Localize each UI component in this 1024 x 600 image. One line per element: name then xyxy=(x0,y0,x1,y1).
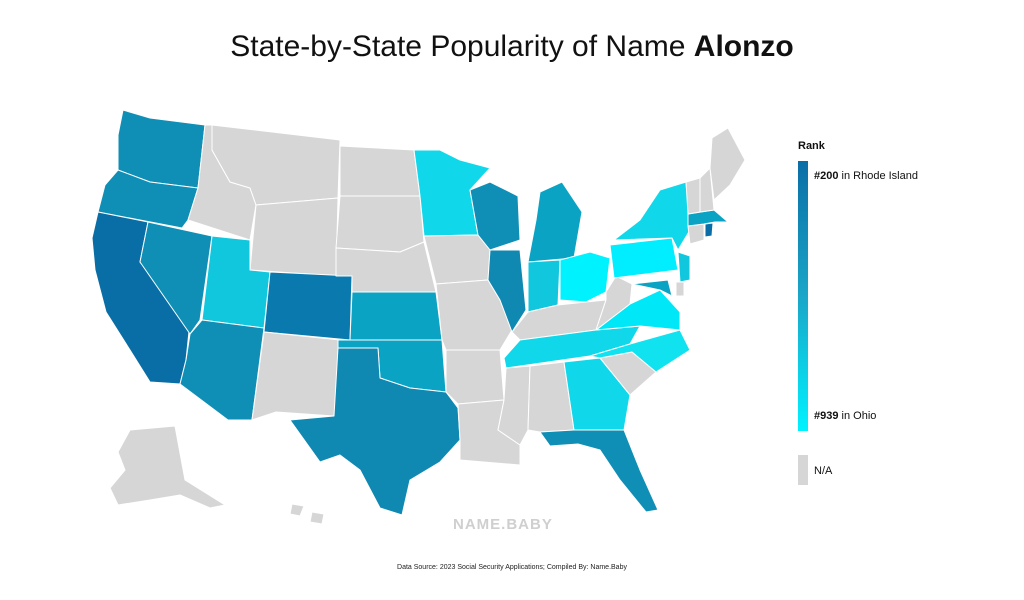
state-arkansas[interactable] xyxy=(445,349,505,405)
state-florida[interactable] xyxy=(539,429,659,513)
legend-title: Rank xyxy=(798,140,825,152)
state-colorado[interactable] xyxy=(263,271,353,341)
state-nevada[interactable] xyxy=(139,221,213,335)
legend-min-label: #939 in Ohio xyxy=(814,410,876,422)
state-oregon[interactable] xyxy=(97,169,199,229)
state-north-dakota[interactable] xyxy=(339,145,421,197)
state-north-carolina[interactable] xyxy=(589,329,691,373)
state-new-jersey[interactable] xyxy=(677,251,691,283)
legend-na-swatch xyxy=(798,455,808,485)
state-pennsylvania[interactable] xyxy=(609,237,679,279)
legend-min-state: in Ohio xyxy=(838,410,877,422)
state-south-dakota[interactable] xyxy=(335,195,425,253)
state-ohio[interactable] xyxy=(559,251,611,303)
legend-max-state: in Rhode Island xyxy=(838,170,918,182)
data-source: Data Source: 2023 Social Security Applic… xyxy=(397,564,627,571)
state-indiana[interactable] xyxy=(527,259,561,313)
state-texas[interactable] xyxy=(289,347,461,516)
state-georgia[interactable] xyxy=(563,357,631,431)
state-new-mexico[interactable] xyxy=(251,331,341,421)
state-delaware[interactable] xyxy=(675,281,685,297)
state-mississippi[interactable] xyxy=(497,365,531,446)
legend-max-label: #200 in Rhode Island xyxy=(814,170,918,182)
state-tennessee[interactable] xyxy=(503,325,641,369)
state-new-hampshire[interactable] xyxy=(699,167,715,213)
title-name: Alonzo xyxy=(693,30,794,63)
state-maine[interactable] xyxy=(709,127,746,201)
state-maryland[interactable] xyxy=(631,279,673,297)
state-alaska[interactable] xyxy=(109,425,226,509)
map-title: State-by-State Popularity of Name Alonzo xyxy=(0,30,1024,64)
state-hawaii[interactable] xyxy=(289,503,325,525)
state-wyoming[interactable] xyxy=(249,197,339,277)
legend-na-label: N/A xyxy=(814,465,833,477)
state-michigan[interactable] xyxy=(527,181,583,263)
state-rhode-island[interactable] xyxy=(704,222,714,238)
state-kansas[interactable] xyxy=(349,291,443,341)
state-wisconsin[interactable] xyxy=(469,181,521,251)
state-vermont[interactable] xyxy=(685,177,701,215)
legend-color-scale xyxy=(798,161,808,431)
state-iowa[interactable] xyxy=(423,234,491,285)
legend-min-rank: #939 xyxy=(814,410,839,422)
title-prefix: State-by-State Popularity of Name xyxy=(230,30,694,63)
legend-max-rank: #200 xyxy=(814,170,839,182)
state-connecticut[interactable] xyxy=(687,223,705,245)
state-arizona[interactable] xyxy=(179,319,265,421)
watermark-logo: NAME.BABY xyxy=(453,516,553,533)
